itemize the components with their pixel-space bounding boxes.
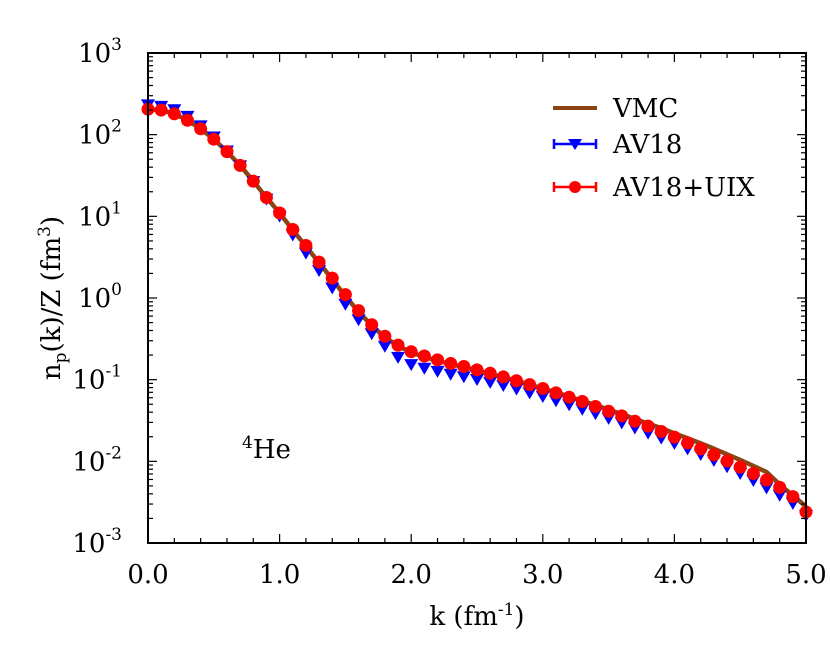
av18-uix-marker [667, 430, 681, 444]
av18-uix-marker [299, 238, 313, 252]
av18-uix-marker [470, 363, 484, 377]
axis-ticks [147, 53, 807, 544]
av18-uix-marker [312, 255, 326, 269]
x-tick-label: 3.0 [522, 560, 563, 590]
av18-uix-marker [391, 338, 405, 352]
x-tick-label: 4.0 [654, 560, 695, 590]
av18-uix-marker [720, 454, 734, 468]
av18-marker [483, 376, 498, 389]
av18-uix-marker [378, 329, 392, 343]
plot-area [141, 99, 813, 523]
legend: VMC AV18 AV18+UIX [552, 94, 755, 203]
av18-uix-marker [194, 122, 208, 136]
av18-marker [456, 371, 471, 384]
av18-marker [338, 298, 353, 311]
av18-marker [522, 387, 537, 400]
av18-uix-marker [681, 436, 695, 450]
av18-uix-marker [733, 460, 747, 474]
av18-uix-marker [273, 206, 287, 220]
av18-uix-marker [523, 378, 537, 392]
legend-label-av18: AV18 [612, 130, 682, 160]
triangle-down-icon [568, 139, 582, 150]
av18-marker [377, 340, 392, 353]
av18-uix-marker [233, 158, 247, 172]
y-axis-label: np(k)/Z (fm3) [35, 216, 71, 380]
av18-uix-marker [773, 480, 787, 494]
av18-uix-marker [220, 145, 234, 159]
plot-frame [147, 52, 807, 544]
y-tick-labels: 103 102 101 100 10-1 10-2 10-3 [72, 35, 122, 559]
av18-uix-marker [694, 442, 708, 456]
av18-uix-marker [707, 448, 721, 462]
av18-uix-marker [483, 366, 497, 380]
av18-uix-marker [444, 356, 458, 370]
av18-uix-marker [641, 419, 655, 433]
av18-uix-marker [562, 390, 576, 404]
av18-uix-marker [417, 349, 431, 363]
av18-uix-marker [615, 409, 629, 423]
av18-uix-marker [575, 395, 589, 409]
av18-uix-marker [431, 353, 445, 367]
av18-uix-marker [786, 490, 800, 504]
av18-uix-marker [365, 318, 379, 332]
x-tick-label: 0.0 [127, 560, 168, 590]
x-tick-label: 5.0 [785, 560, 826, 590]
x-tick-label: 2.0 [391, 560, 432, 590]
av18-uix-marker [404, 345, 418, 359]
av18-uix-marker [536, 381, 550, 395]
av18-marker [443, 368, 458, 381]
av18-marker [509, 383, 524, 396]
av18-uix-marker [207, 132, 221, 146]
av18-uix-marker [602, 404, 616, 418]
av18-uix-marker [588, 399, 602, 413]
av18-uix-marker [628, 414, 642, 428]
av18-uix-marker [286, 222, 300, 236]
y-tick-label: 10-1 [72, 362, 122, 396]
av18-marker [325, 282, 340, 295]
y-tick-label: 101 [78, 198, 122, 232]
legend-label-av18-uix: AV18+UIX [612, 173, 755, 203]
av18-uix-marker [549, 386, 563, 400]
av18-marker [391, 351, 406, 364]
x-tick-label: 1.0 [259, 560, 300, 590]
av18-uix-marker [246, 174, 260, 188]
av18-marker [430, 365, 445, 378]
av18-marker [496, 380, 511, 393]
y-tick-label: 100 [78, 280, 122, 314]
y-tick-label: 10-2 [72, 443, 122, 477]
y-tick-label: 103 [78, 35, 122, 69]
legend-item-av18-uix: AV18+UIX [552, 173, 755, 203]
av18-uix-marker [654, 424, 668, 438]
y-tick-label: 10-3 [72, 525, 122, 559]
av18-marker [417, 362, 432, 375]
av18-uix-marker [325, 271, 339, 285]
circle-marker-icon [569, 181, 581, 193]
av18-marker [312, 265, 327, 278]
av18-uix-marker [259, 191, 273, 205]
av18-uix-marker [457, 359, 471, 373]
y-tick-label: 102 [78, 117, 122, 151]
av18-marker [404, 359, 419, 372]
av18-uix-marker [496, 370, 510, 384]
av18-marker [351, 314, 366, 327]
av18-uix-marker [509, 374, 523, 388]
av18-uix-marker [352, 304, 366, 318]
av18-uix-marker [760, 473, 774, 487]
av18-uix-marker [338, 288, 352, 302]
av18-uix-marker [167, 107, 181, 121]
av18-uix-marker [180, 113, 194, 127]
av18-marker [535, 391, 550, 404]
legend-item-av18: AV18 [552, 130, 682, 160]
av18-uix-marker [154, 103, 168, 117]
legend-item-vmc: VMC [553, 94, 678, 124]
nucleus-annotation: 4He [242, 433, 291, 465]
av18-marker [470, 373, 484, 386]
x-axis-label: k (fm-1) [429, 600, 524, 632]
x-tick-labels: 0.0 1.0 2.0 3.0 4.0 5.0 [127, 560, 826, 590]
av18-marker [364, 328, 379, 341]
legend-label-vmc: VMC [612, 94, 678, 124]
av18-uix-marker [746, 466, 760, 480]
